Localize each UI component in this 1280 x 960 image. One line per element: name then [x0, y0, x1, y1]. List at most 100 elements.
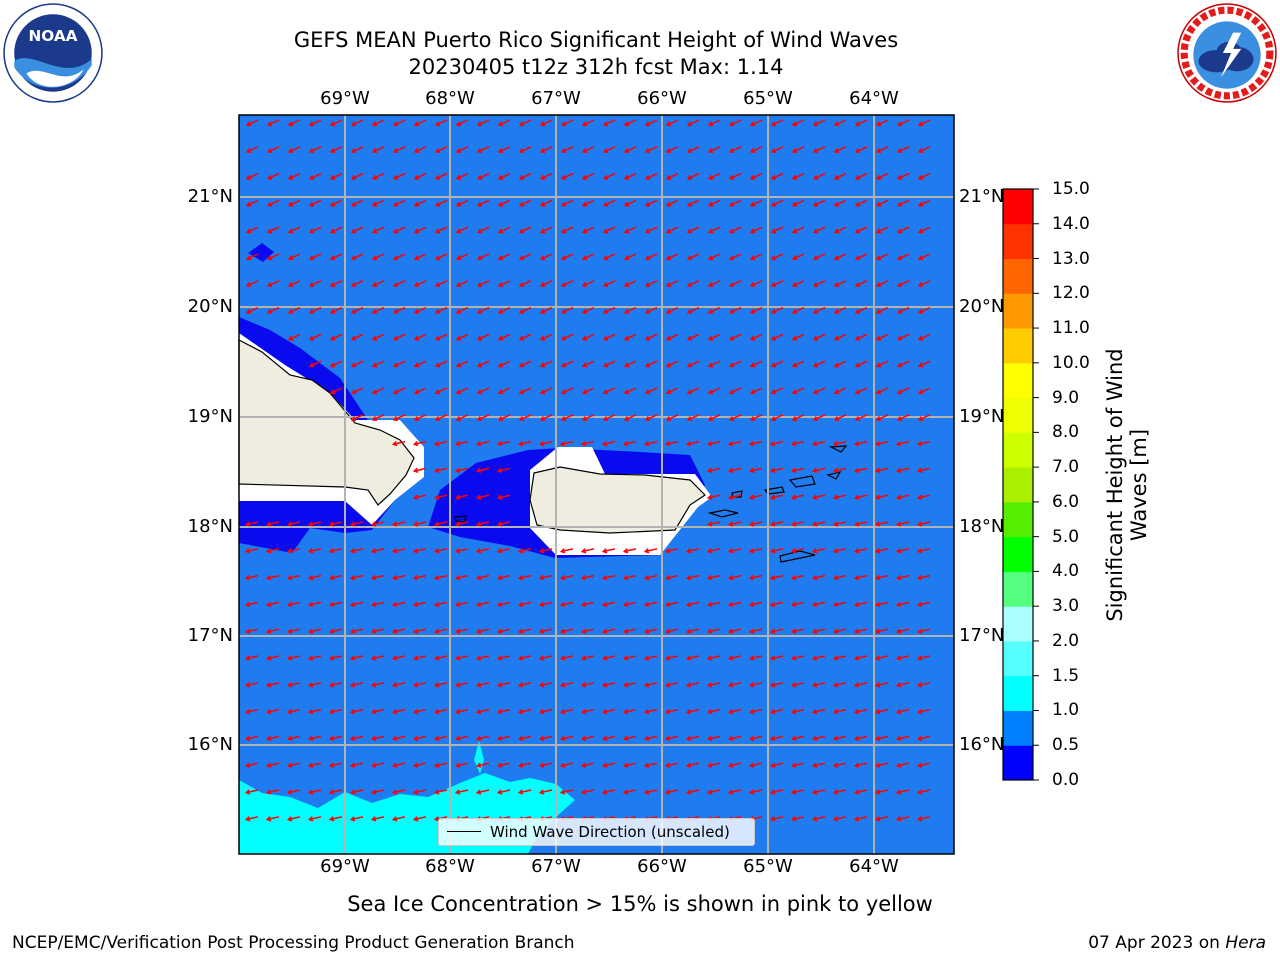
arrow-head	[664, 601, 671, 608]
wind-wave-arrow	[538, 440, 553, 447]
arrow-head	[601, 789, 608, 795]
wind-wave-arrow	[539, 387, 553, 395]
arrow-head	[433, 762, 440, 768]
arrow-head	[538, 440, 545, 447]
arrow-head	[749, 362, 756, 368]
arrow-shaft	[918, 414, 931, 421]
arrow-shaft	[414, 762, 427, 767]
arrow-head	[748, 762, 755, 768]
arrow-head	[391, 789, 398, 795]
wind-wave-arrow	[392, 387, 406, 395]
arrow-head	[874, 762, 881, 768]
arrow-shaft	[498, 574, 511, 580]
arrow-shaft	[687, 306, 700, 314]
wind-wave-arrow	[770, 172, 784, 180]
arrow-head	[833, 121, 840, 127]
arrow-shaft	[855, 306, 868, 314]
arrow-head	[707, 335, 714, 341]
arrow-shaft	[246, 548, 259, 553]
arrow-head	[812, 335, 819, 341]
arrow-shaft	[876, 655, 889, 660]
wind-wave-arrow	[665, 253, 679, 261]
wind-wave-arrow	[580, 574, 595, 581]
wind-wave-arrow	[517, 655, 532, 661]
wind-wave-arrow	[686, 387, 700, 395]
arrow-shaft	[267, 735, 280, 740]
wind-wave-arrow	[559, 628, 574, 634]
arrow-head	[874, 655, 881, 661]
arrow-head	[518, 228, 525, 234]
arrow-shaft	[666, 735, 679, 740]
arrow-head	[727, 628, 734, 634]
wind-wave-arrow	[370, 682, 385, 688]
arrow-shaft	[855, 628, 868, 633]
wind-wave-arrow	[413, 360, 427, 368]
arrow-shaft	[246, 521, 259, 526]
arrow-shaft	[771, 333, 784, 341]
wind-wave-arrow	[854, 333, 868, 341]
wind-wave-arrow	[475, 655, 490, 661]
wind-wave-arrow	[875, 333, 889, 341]
small-island-outline	[779, 550, 816, 563]
arrow-shaft	[477, 682, 490, 687]
arrow-head	[475, 601, 482, 608]
wind-wave-arrow	[895, 682, 910, 688]
arrow-shaft	[876, 762, 889, 767]
arrow-shaft	[330, 360, 343, 367]
arrow-shaft	[372, 333, 385, 341]
arrow-shaft	[540, 628, 553, 633]
arrow-head	[622, 708, 629, 715]
arrow-shaft	[246, 172, 259, 180]
arrow-head	[832, 574, 839, 581]
arrow-shaft	[351, 601, 364, 606]
arrow-head	[455, 362, 462, 368]
arrow-shaft	[729, 253, 742, 260]
wind-wave-arrow	[328, 735, 343, 742]
wind-wave-arrow	[539, 146, 553, 154]
arrow-shaft	[918, 306, 931, 314]
arrow-shaft	[666, 655, 679, 660]
wind-wave-arrow	[266, 146, 280, 154]
wind-wave-arrow	[917, 280, 931, 288]
arrow-head	[706, 762, 713, 768]
arrow-head	[307, 789, 314, 795]
wind-wave-arrow	[748, 735, 763, 742]
wind-wave-arrow	[286, 574, 301, 581]
wind-wave-arrow	[791, 172, 805, 180]
wind-wave-arrow	[706, 521, 721, 527]
arrow-shaft	[771, 494, 784, 499]
arrow-head	[685, 440, 692, 447]
wind-wave-arrow	[454, 521, 469, 527]
wind-wave-arrow	[286, 682, 301, 688]
arrow-head	[559, 655, 566, 661]
arrow-shaft	[540, 387, 553, 394]
arrow-shaft	[729, 199, 742, 207]
wind-wave-arrow	[686, 333, 700, 341]
arrow-head	[286, 762, 293, 768]
wind-wave-arrow	[434, 146, 448, 154]
arrow-shaft	[855, 226, 868, 233]
arrow-shaft	[582, 708, 595, 714]
wind-wave-arrow	[328, 682, 343, 688]
arrow-shaft	[603, 708, 616, 714]
wind-wave-arrow	[832, 628, 847, 634]
arrow-head	[686, 255, 693, 261]
wind-wave-arrow	[623, 280, 637, 288]
arrow-head	[896, 416, 903, 422]
wind-wave-arrow	[538, 735, 553, 742]
arrow-head	[601, 708, 608, 715]
arrow-head	[917, 228, 924, 234]
arrow-shaft	[519, 601, 532, 606]
arrow-head	[706, 521, 713, 527]
arrow-shaft	[729, 306, 742, 314]
arrow-head	[371, 174, 378, 180]
arrow-head	[895, 628, 902, 634]
arrow-head	[350, 389, 357, 395]
wind-wave-arrow	[833, 172, 847, 180]
arrow-head	[707, 121, 714, 127]
wind-wave-arrow	[287, 226, 301, 234]
wind-wave-arrow	[287, 280, 301, 288]
wind-wave-arrow	[308, 199, 322, 207]
arrow-head	[370, 574, 377, 581]
wind-wave-arrow	[832, 521, 847, 527]
